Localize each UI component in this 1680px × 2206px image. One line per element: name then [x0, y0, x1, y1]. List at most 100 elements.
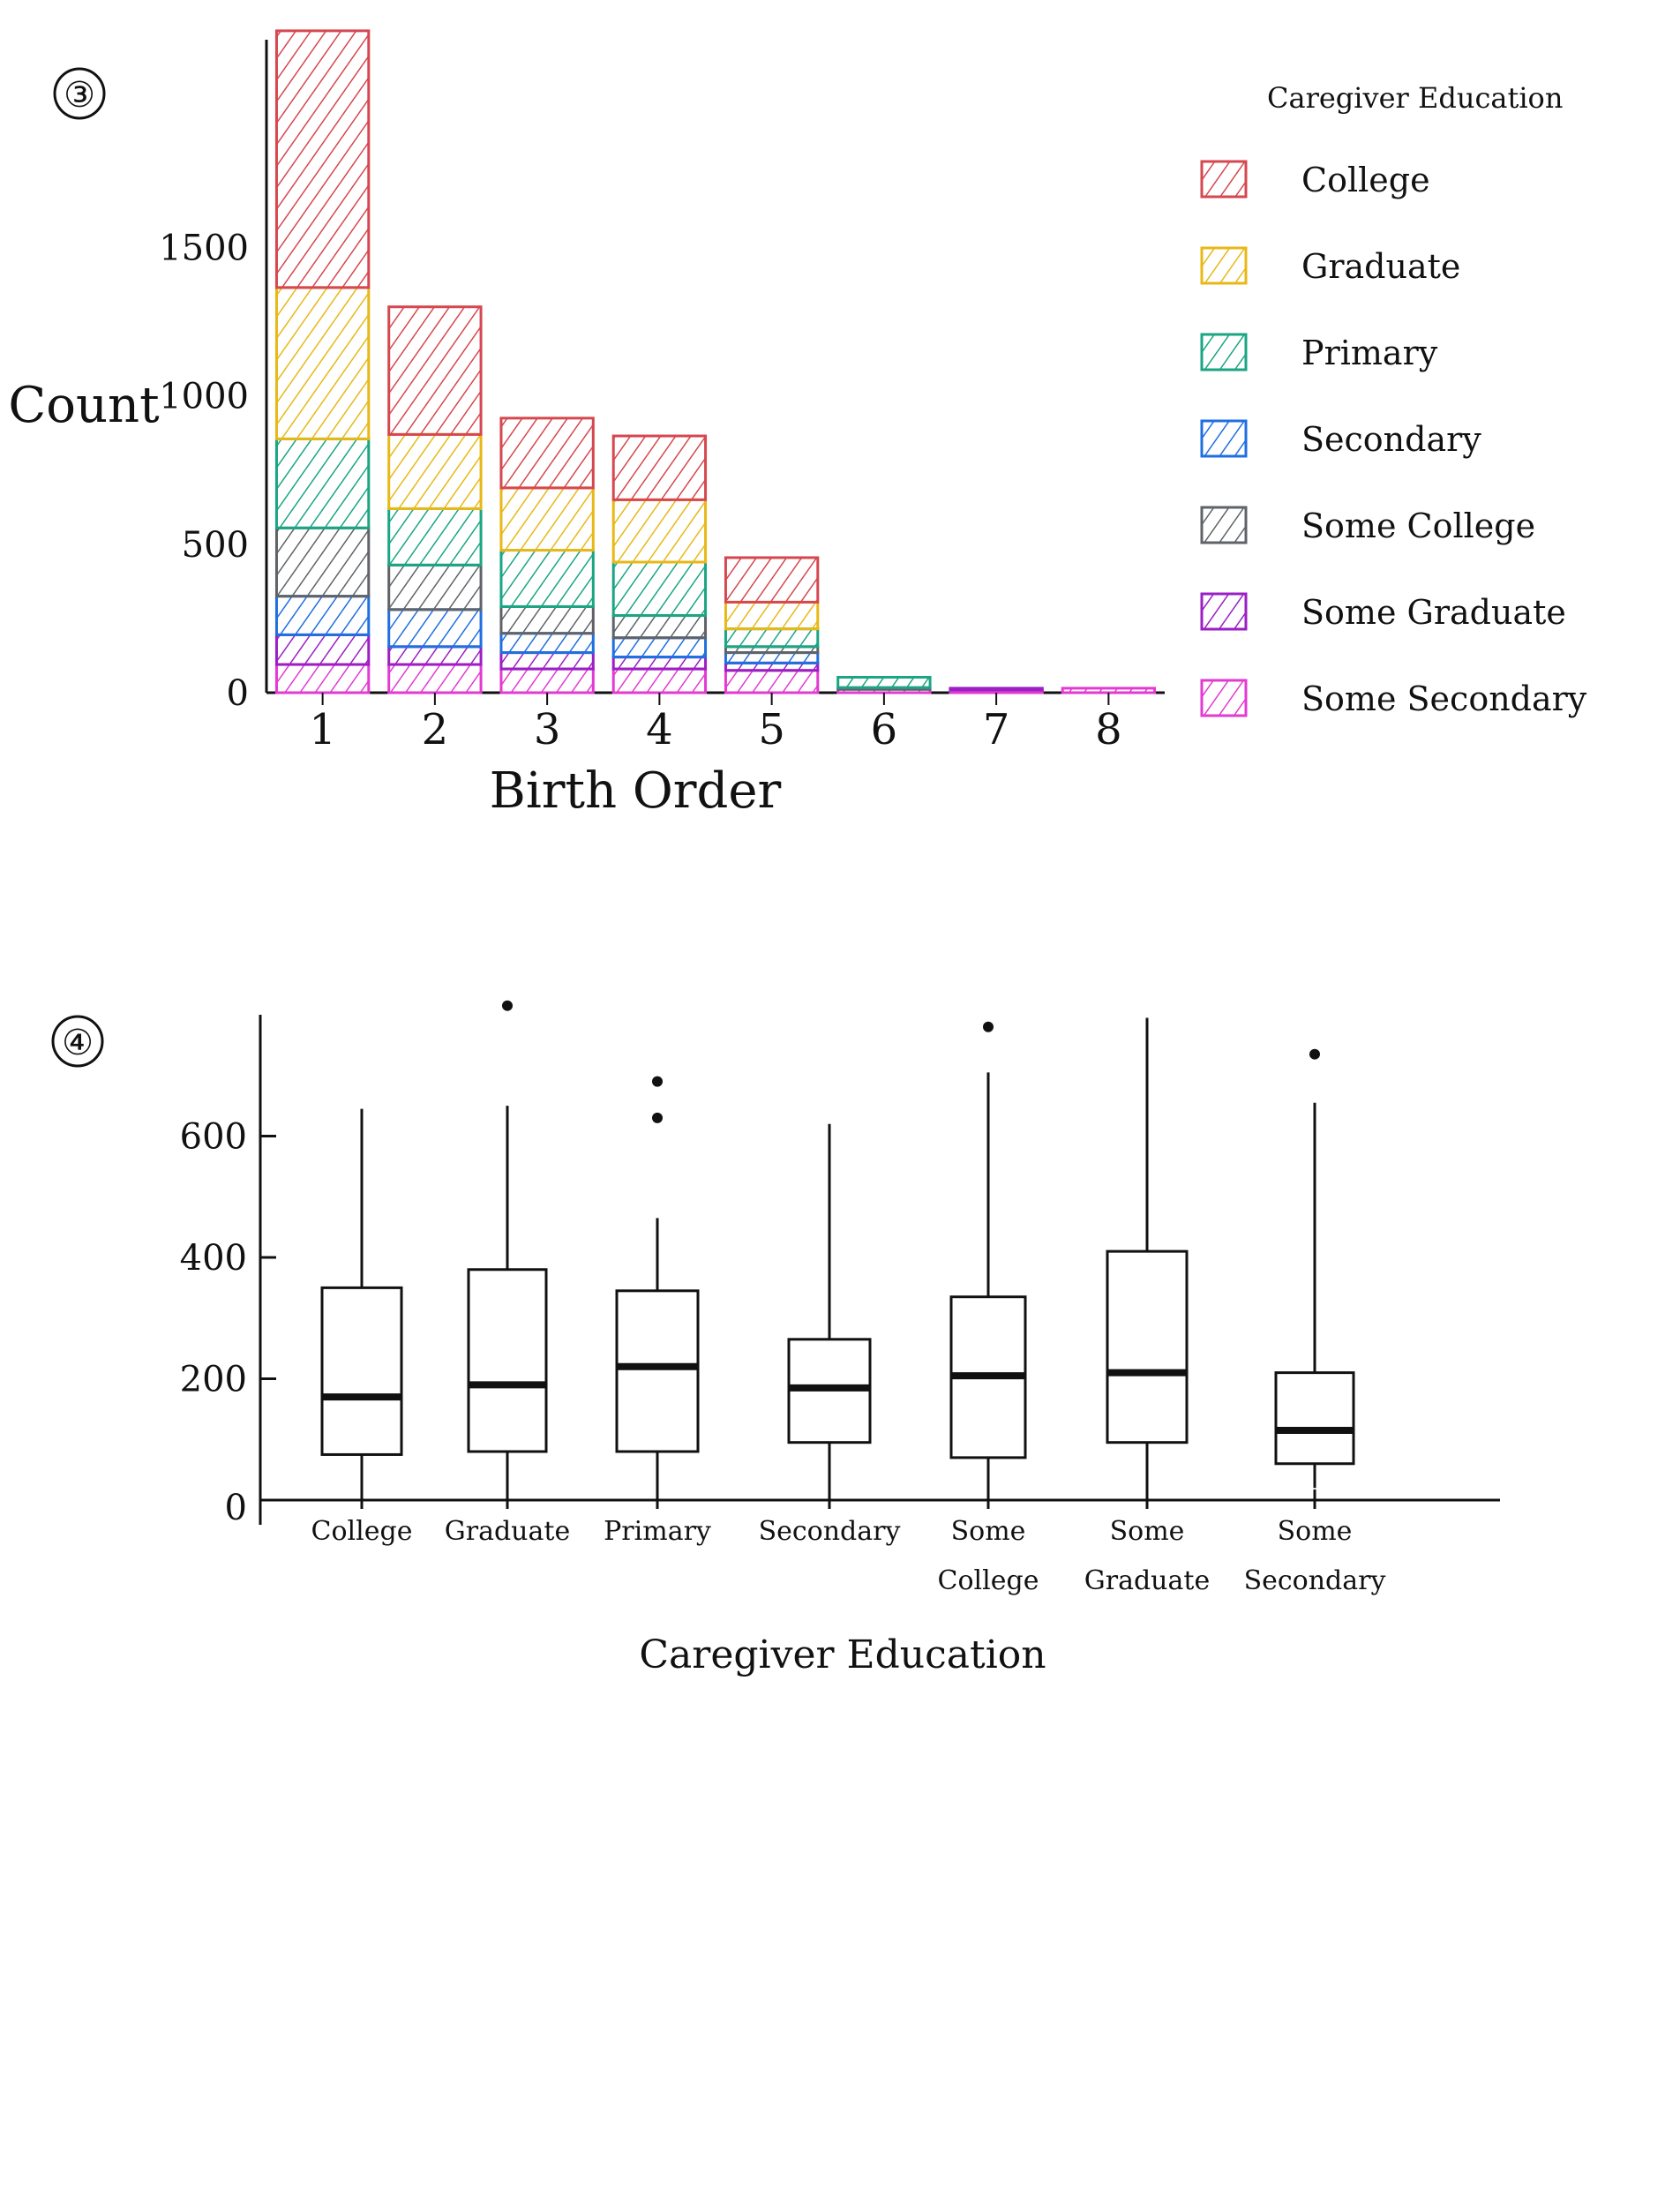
bar-segment-college-2 — [387, 305, 483, 436]
legend-item-secondary: Secondary — [1200, 419, 1481, 459]
legend-item-some-secondary: Some Secondary — [1200, 679, 1587, 718]
y-tick-label: 500 — [182, 525, 249, 566]
box-some-secondary — [1274, 1048, 1355, 1489]
bar-segment-some-college-1 — [274, 526, 371, 598]
bar-segment-some-graduate-7 — [949, 687, 1044, 692]
x-tick-labels: 1 2 3 4 5 6 7 8 — [309, 693, 1122, 754]
legend-item-graduate: Graduate — [1200, 246, 1460, 286]
bar-segment-primary-5 — [724, 627, 820, 649]
legend-swatch — [1200, 333, 1248, 371]
bar-segment-some-secondary-1 — [274, 663, 371, 694]
x-tick-label: 2 — [422, 705, 449, 754]
legend-title: Caregiver Education — [1267, 81, 1563, 115]
outlier-point — [652, 1112, 663, 1123]
legend-swatch — [1200, 246, 1248, 285]
x-axis-title: Caregiver Education — [639, 1632, 1046, 1677]
x-tick-label: 8 — [1095, 705, 1122, 754]
bar-segment-some-college-2 — [387, 563, 483, 612]
box-some-graduate — [1106, 1017, 1189, 1500]
x-tick-label: College — [938, 1565, 1039, 1596]
figure-3-marker: ③ — [53, 67, 106, 120]
bar-segment-some-college-3 — [499, 604, 595, 635]
bar-segment-secondary-2 — [387, 608, 483, 649]
bar-segment-some-graduate-4 — [611, 656, 708, 671]
bar-segment-some-college-4 — [611, 614, 708, 640]
legend-swatch — [1200, 419, 1248, 458]
bar-segment-some-secondary-8 — [1061, 687, 1157, 694]
x-tick-label: 7 — [983, 705, 1010, 754]
legend-swatch — [1200, 506, 1248, 544]
legend-swatch — [1200, 679, 1248, 717]
bar-segment-primary-2 — [387, 506, 483, 567]
x-tick-label: Secondary — [1244, 1565, 1386, 1596]
bar-segment-primary-4 — [611, 560, 708, 618]
legend-label: Graduate — [1301, 247, 1460, 286]
y-axis-title: Count — [8, 377, 160, 434]
x-tick-label: Some — [1278, 1516, 1353, 1547]
legend-label: Some Graduate — [1301, 593, 1566, 632]
legend-item-some-graduate: Some Graduate — [1200, 592, 1566, 632]
bar-segment-primary-6 — [836, 676, 932, 689]
figure-4-marker: ④ — [51, 1015, 104, 1068]
legend-label: College — [1301, 161, 1430, 199]
bar-segment-secondary-3 — [499, 632, 595, 655]
figure-3-label: ③ — [64, 75, 95, 116]
legend-item-college: College — [1200, 160, 1430, 199]
x-tick-label: 1 — [309, 705, 336, 754]
x-tick-label: 3 — [534, 705, 561, 754]
outlier-point — [1309, 1048, 1320, 1060]
box-graduate — [467, 1000, 548, 1497]
x-tick-label: Some — [951, 1516, 1026, 1547]
y-tick-label: 600 — [180, 1117, 247, 1158]
bar-segment-college-3 — [499, 416, 595, 490]
legend-item-some-college: Some College — [1200, 506, 1535, 545]
bar-segment-graduate-5 — [724, 600, 820, 631]
legend-label: Some Secondary — [1301, 679, 1587, 718]
bar-segment-graduate-3 — [499, 486, 595, 552]
x-tick-label: 5 — [758, 705, 785, 754]
figure-4-label: ④ — [62, 1023, 94, 1063]
legend-swatch — [1200, 592, 1248, 631]
bar-segment-secondary-4 — [611, 636, 708, 659]
bar-segment-graduate-1 — [274, 286, 371, 440]
bar-segment-graduate-4 — [611, 498, 708, 564]
bar-segment-primary-3 — [499, 549, 595, 608]
legend-label: Primary — [1301, 334, 1438, 372]
bar-segment-secondary-5 — [724, 651, 820, 664]
legend-swatch — [1200, 160, 1248, 199]
legend-label: Secondary — [1301, 420, 1481, 459]
bar-segment-college-1 — [274, 29, 371, 289]
bar-segment-college-5 — [724, 556, 820, 604]
outlier-point — [502, 1000, 513, 1011]
box-iqr — [1106, 1249, 1189, 1444]
box-iqr — [467, 1268, 548, 1453]
box-secondary — [787, 1123, 872, 1500]
outlier-point — [652, 1076, 663, 1087]
bar-stack-group — [274, 29, 1157, 694]
bar-segment-some-secondary-2 — [387, 663, 483, 694]
y-tick-labels: 0 200 400 600 — [180, 1117, 276, 1528]
bar-segment-secondary-1 — [274, 595, 371, 636]
legend: Caregiver Education College Graduate Prima… — [1200, 81, 1587, 718]
box-group — [320, 1000, 1355, 1500]
outlier-point — [983, 1021, 994, 1032]
x-tick-label: Graduate — [445, 1516, 570, 1547]
x-tick-labels: College Graduate Primary Secondary Some Colle… — [311, 1489, 1386, 1596]
x-tick-label: Some — [1110, 1516, 1185, 1547]
box-iqr — [615, 1289, 700, 1453]
y-tick-label: 1500 — [159, 228, 249, 268]
x-tick-label: College — [311, 1516, 413, 1547]
y-tick-label: 0 — [227, 673, 249, 714]
box-some-college — [949, 1021, 1027, 1497]
x-tick-label: Secondary — [759, 1516, 901, 1547]
y-tick-label: 200 — [180, 1360, 247, 1400]
x-tick-label: Graduate — [1084, 1565, 1210, 1596]
box-college — [320, 1108, 403, 1497]
x-axis-title: Birth Order — [490, 762, 782, 820]
bar-segment-some-secondary-4 — [611, 667, 708, 694]
bar-segment-some-secondary-5 — [724, 669, 820, 694]
bar-segment-graduate-2 — [387, 432, 483, 510]
bar-segment-some-graduate-2 — [387, 645, 483, 666]
